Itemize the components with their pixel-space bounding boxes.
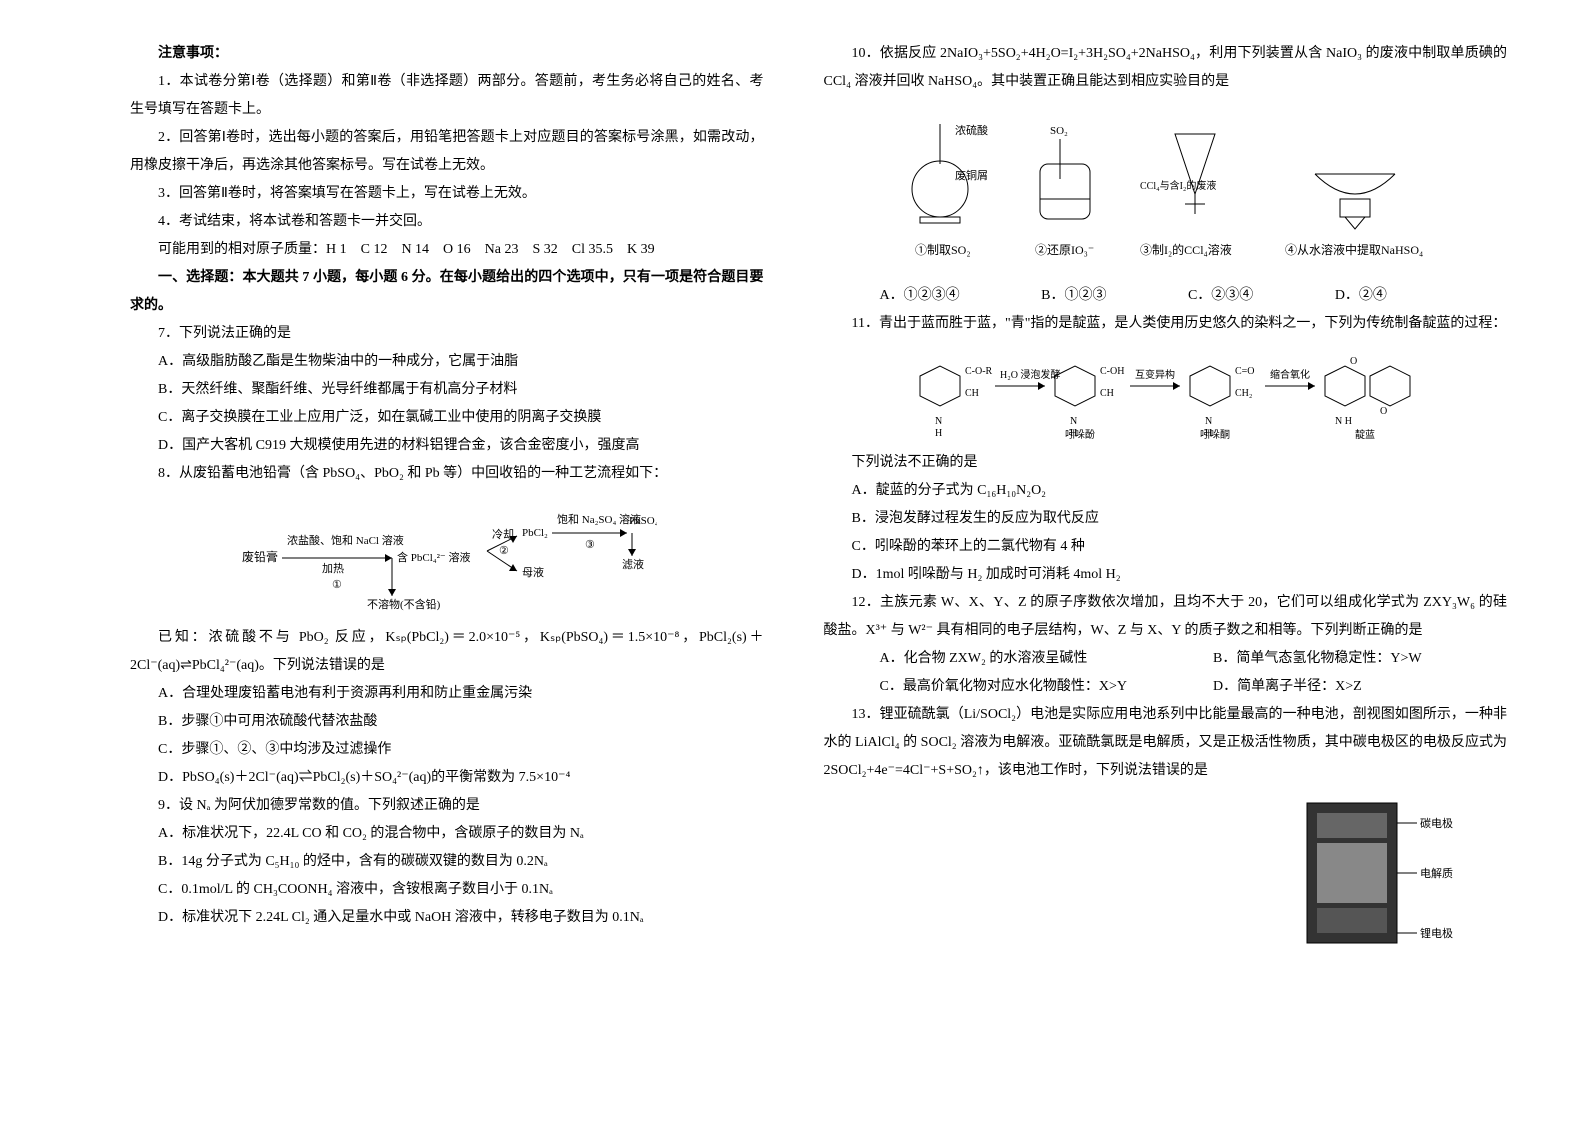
- svg-text:CH: CH: [965, 388, 979, 399]
- q13-l2: 电解质: [1420, 866, 1453, 880]
- svg-text:N: N: [935, 416, 942, 427]
- q8-stem: 8．从废铅蓄电池铅膏（含 PbSO₄、PbO₂ 和 Pb 等）中回收铅的一种工艺…: [130, 460, 764, 488]
- q10-l2: 废铜屑: [955, 168, 988, 182]
- q8-mother: 母液: [522, 565, 544, 579]
- q8-filtrate: 滤液: [622, 557, 644, 571]
- q11-optA: A．靛蓝的分子式为 C₁₆H₁₀N₂O₂: [824, 477, 1508, 505]
- q7-optD: D．国产大客机 C919 大规模使用先进的材料铝锂合金，该合金密度小，强度高: [130, 432, 764, 460]
- section-title: 一、选择题：本大题共 7 小题，每小题 6 分。在每小题给出的四个选项中，只有一…: [130, 264, 764, 320]
- q7-optA: A．高级脂肪酸乙酯是生物柴油中的一种成分，它属于油脂: [130, 348, 764, 376]
- q11-indigo-diagram: C-O-R CH N H H₂O 浸泡发酵 C-OH CH N H 吲哚酚 互变…: [905, 346, 1425, 441]
- q10-d1: ①制取SO₂: [915, 243, 971, 257]
- q12-optC: C．最高价氧化物对应水化物酸性：X>Y: [852, 673, 1132, 701]
- q12-optD: D．简单离子半径：X>Z: [1185, 673, 1362, 701]
- q13-stem: 13．锂亚硫酰氯（Li/SOCl₂）电池是实际应用电池系列中比能量最高的一种电池…: [824, 701, 1508, 785]
- left-column: 注意事项： 1．本试卷分第Ⅰ卷（选择题）和第Ⅱ卷（非选择题）两部分。答题前，考生…: [50, 40, 794, 1082]
- q8-s3num: ③: [585, 539, 595, 551]
- q8-known: 已知：浓硫酸不与 PbO₂ 反应，Kₛₚ(PbCl₂)＝2.0×10⁻⁵，Kₛₚ…: [130, 624, 764, 680]
- q12-row2: C．最高价氧化物对应水化物酸性：X>Y D．简单离子半径：X>Z: [824, 673, 1508, 701]
- q7-stem: 7．下列说法正确的是: [130, 320, 764, 348]
- q11-n2: 吲哚酮: [1200, 429, 1230, 441]
- q8-optD: D．PbSO₄(s)＋2Cl⁻(aq)⇌PbCl₂(s)＋SO₄²⁻(aq)的平…: [130, 764, 764, 792]
- q10-l1: 浓硫酸: [955, 123, 988, 137]
- svg-text:CH: CH: [1100, 388, 1114, 399]
- svg-text:N: N: [1070, 416, 1077, 427]
- q12-optA: A．化合物 ZXW₂ 的水溶液呈碱性: [852, 645, 1132, 673]
- notice-3: 3．回答第Ⅱ卷时，将答案填写在答题卡上，写在试卷上无效。: [130, 180, 764, 208]
- q11-optB: B．浸泡发酵过程发生的反应为取代反应: [824, 505, 1508, 533]
- q9-optC: C．0.1mol/L 的 CH₃COONH₄ 溶液中，含铵根离子数目小于 0.1…: [130, 876, 764, 904]
- svg-text:N: N: [1205, 416, 1212, 427]
- q10-options: A．①②③④ B．①②③ C．②③④ D．②④: [824, 282, 1508, 310]
- q9-stem: 9．设 Nₐ 为阿伏加德罗常数的值。下列叙述正确的是: [130, 792, 764, 820]
- q11-s2: 互变异构: [1135, 368, 1175, 381]
- svg-text:C-O-R: C-O-R: [965, 366, 993, 377]
- q8-input: 废铅膏: [242, 549, 278, 564]
- svg-text:C-OH: C-OH: [1100, 366, 1124, 377]
- q10-stem: 10．依据反应 2NaIO₃+5SO₂+4H₂O=I₂+3H₂SO₄+2NaHS…: [824, 40, 1508, 96]
- q10-optC: C．②③④: [1160, 282, 1253, 310]
- q7-optB: B．天然纤维、聚酯纤维、光导纤维都属于有机高分子材料: [130, 376, 764, 404]
- right-column: 10．依据反应 2NaIO₃+5SO₂+4H₂O=I₂+3H₂SO₄+2NaHS…: [794, 40, 1538, 1082]
- q13-battery-diagram: 碳电极 电解质 锂电极: [1297, 793, 1467, 953]
- q10-d4: ④从水溶液中提取NaHSO₄: [1285, 242, 1423, 257]
- notice-4: 4．考试结束，将本试卷和答题卡一并交回。: [130, 208, 764, 236]
- notice-2: 2．回答第Ⅰ卷时，选出每小题的答案后，用铅笔把答题卡上对应题目的答案标号涂黑，如…: [130, 124, 764, 180]
- q11-s1: H₂O 浸泡发酵: [1000, 368, 1060, 381]
- q10-l4: CCl₄与含I₂的废液: [1140, 179, 1216, 192]
- q12-stem: 12．主族元素 W、X、Y、Z 的原子序数依次增加，且均不大于 20，它们可以组…: [824, 589, 1508, 645]
- q10-d3: ③制I₂的CCl₄溶液: [1140, 242, 1232, 257]
- q11-n3: 靛蓝: [1355, 428, 1375, 441]
- q7-optC: C．离子交换膜在工业上应用广泛，如在氯碱工业中使用的阴离子交换膜: [130, 404, 764, 432]
- q12-row1: A．化合物 ZXW₂ 的水溶液呈碱性 B．简单气态氢化物稳定性：Y>W: [824, 645, 1508, 673]
- notice-title: 注意事项：: [130, 40, 764, 68]
- q11-optC: C．吲哚酚的苯环上的二氯代物有 4 种: [824, 533, 1508, 561]
- q10-optD: D．②④: [1307, 282, 1387, 310]
- q10-l3: SO₂: [1050, 125, 1068, 137]
- q11-optD: D．1mol 吲哚酚与 H₂ 加成时可消耗 4mol H₂: [824, 561, 1508, 589]
- q9-optB: B．14g 分子式为 C₅H₁₀ 的烃中，含有的碳碳双键的数目为 0.2Nₐ: [130, 848, 764, 876]
- q8-optA: A．合理处理废铅蓄电池有利于资源再利用和防止重金属污染: [130, 680, 764, 708]
- svg-text:O: O: [1350, 356, 1357, 367]
- q8-s2lbl: 含 PbCl₄²⁻ 溶液: [397, 550, 470, 564]
- q11-substem: 下列说法不正确的是: [824, 449, 1508, 477]
- q8-out2: PbSO₄: [629, 515, 657, 527]
- q11-stem: 11．青出于蓝而胜于蓝，"青"指的是靛蓝，是人类使用历史悠久的染料之一，下列为传…: [824, 310, 1508, 338]
- q13-l3: 锂电极: [1420, 926, 1453, 940]
- q8-optC: C．步骤①、②、③中均涉及过滤操作: [130, 736, 764, 764]
- q8-optB: B．步骤①中可用浓硫酸代替浓盐酸: [130, 708, 764, 736]
- q10-optA: A．①②③④: [852, 282, 960, 310]
- q8-out1: PbCl₂: [522, 527, 548, 539]
- q9-optA: A．标准状况下，22.4L CO 和 CO₂ 的混合物中，含碳原子的数目为 Nₐ: [130, 820, 764, 848]
- q10-optB: B．①②③: [1013, 282, 1106, 310]
- q13-l1: 碳电极: [1420, 816, 1453, 830]
- q8-s2num: ②: [499, 545, 509, 557]
- svg-text:C=O: C=O: [1235, 366, 1255, 377]
- q11-n1: 吲哚酚: [1065, 429, 1095, 441]
- q8-s1top: 浓盐酸、饱和 NaCl 溶液: [287, 533, 404, 547]
- q11-s3: 缩合氧化: [1270, 368, 1310, 381]
- atomic-mass: 可能用到的相对原子质量：H 1 C 12 N 14 O 16 Na 23 S 3…: [130, 236, 764, 264]
- q9-optD: D．标准状况下 2.24L Cl₂ 通入足量水中或 NaOH 溶液中，转移电子数…: [130, 904, 764, 932]
- q8-s1bot: 加热: [322, 562, 344, 575]
- q12-optB: B．简单气态氢化物稳定性：Y>W: [1185, 645, 1422, 673]
- svg-text:CH₂: CH₂: [1235, 388, 1252, 399]
- q8-residue: 不溶物(不含铅): [367, 597, 441, 611]
- svg-text:H: H: [935, 428, 942, 439]
- svg-text:O: O: [1380, 406, 1387, 417]
- svg-text:N H: N H: [1335, 416, 1352, 427]
- q10-apparatus-diagram: 浓硫酸 废铜屑 ①制取SO₂ SO₂ ②还原IO₃⁻ CCl₄与含I₂的废液 ③…: [885, 104, 1445, 274]
- q8-flow-diagram: 废铅膏 浓盐酸、饱和 NaCl 溶液 加热 ① 不溶物(不含铅) 含 PbCl₄…: [237, 496, 657, 616]
- notice-1: 1．本试卷分第Ⅰ卷（选择题）和第Ⅱ卷（非选择题）两部分。答题前，考生务必将自己的…: [130, 68, 764, 124]
- q10-d2: ②还原IO₃⁻: [1035, 243, 1094, 257]
- q8-s1num: ①: [332, 579, 342, 591]
